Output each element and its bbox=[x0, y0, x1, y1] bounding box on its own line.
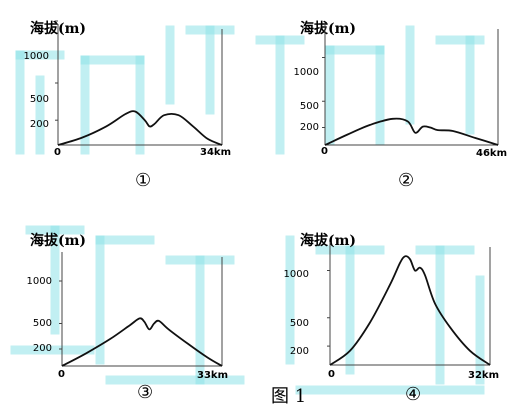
panel-2-x-end: 46km bbox=[476, 148, 507, 159]
panel-1-tick-500: 500 bbox=[29, 94, 49, 105]
panel-4-x-origin: 0 bbox=[328, 369, 335, 380]
panel-1-tick-200: 200 bbox=[29, 119, 49, 130]
panel-2-ylabel: 海拔(m) bbox=[300, 21, 357, 37]
figure-caption: 图 1 bbox=[271, 386, 307, 407]
panel-2-tick-500: 500 bbox=[299, 101, 319, 112]
panel-1-x-end: 34km bbox=[200, 147, 231, 158]
panel-3-number: ③ bbox=[137, 382, 154, 403]
panel-4-tick-1000: 1000 bbox=[283, 269, 309, 280]
panel-2-tick-200: 200 bbox=[299, 122, 319, 133]
panel-2-tick-1000: 1000 bbox=[293, 67, 319, 78]
panel-1-number: ① bbox=[135, 170, 152, 191]
panel-2-chart bbox=[322, 24, 499, 146]
panel-4-x-end: 32km bbox=[468, 370, 499, 381]
profile-panel-4: 海拔(m) 1000 500 200 0 32km ④ bbox=[262, 222, 517, 407]
panel-1-chart bbox=[55, 20, 223, 146]
panel-4-chart bbox=[327, 242, 491, 366]
panel-4-ylabel: 海拔(m) bbox=[300, 233, 357, 249]
profile-panel-2: 海拔(m) 1000 500 200 0 46km ② bbox=[262, 0, 517, 200]
profile-panel-3: 海拔(m) 1000 500 200 0 33km ③ bbox=[0, 222, 250, 407]
panel-4-tick-200: 200 bbox=[289, 346, 309, 357]
panel-3-x-end: 33km bbox=[197, 370, 228, 381]
panel-3-tick-1000: 1000 bbox=[26, 276, 52, 287]
terrain-profile-line bbox=[329, 255, 491, 366]
panel-3-tick-500: 500 bbox=[32, 318, 52, 329]
terrain-profile-line bbox=[57, 110, 223, 146]
panel-4-tick-500: 500 bbox=[289, 318, 309, 329]
panel-2-number: ② bbox=[398, 170, 415, 191]
terrain-profile-line bbox=[61, 317, 223, 367]
panel-3-tick-200: 200 bbox=[32, 343, 52, 354]
panel-4-number: ④ bbox=[405, 384, 422, 405]
panel-3-ylabel: 海拔(m) bbox=[30, 233, 87, 249]
panel-1-x-origin: 0 bbox=[54, 147, 61, 158]
panel-3-chart bbox=[59, 252, 223, 367]
terrain-profile-line bbox=[324, 117, 499, 146]
panel-3-x-origin: 0 bbox=[58, 369, 65, 380]
profile-panel-1: 海拔(m) 1000 500 200 0 34km ① bbox=[0, 0, 250, 200]
panel-1-tick-1000: 1000 bbox=[23, 51, 49, 62]
panel-2-x-origin: 0 bbox=[321, 146, 328, 157]
